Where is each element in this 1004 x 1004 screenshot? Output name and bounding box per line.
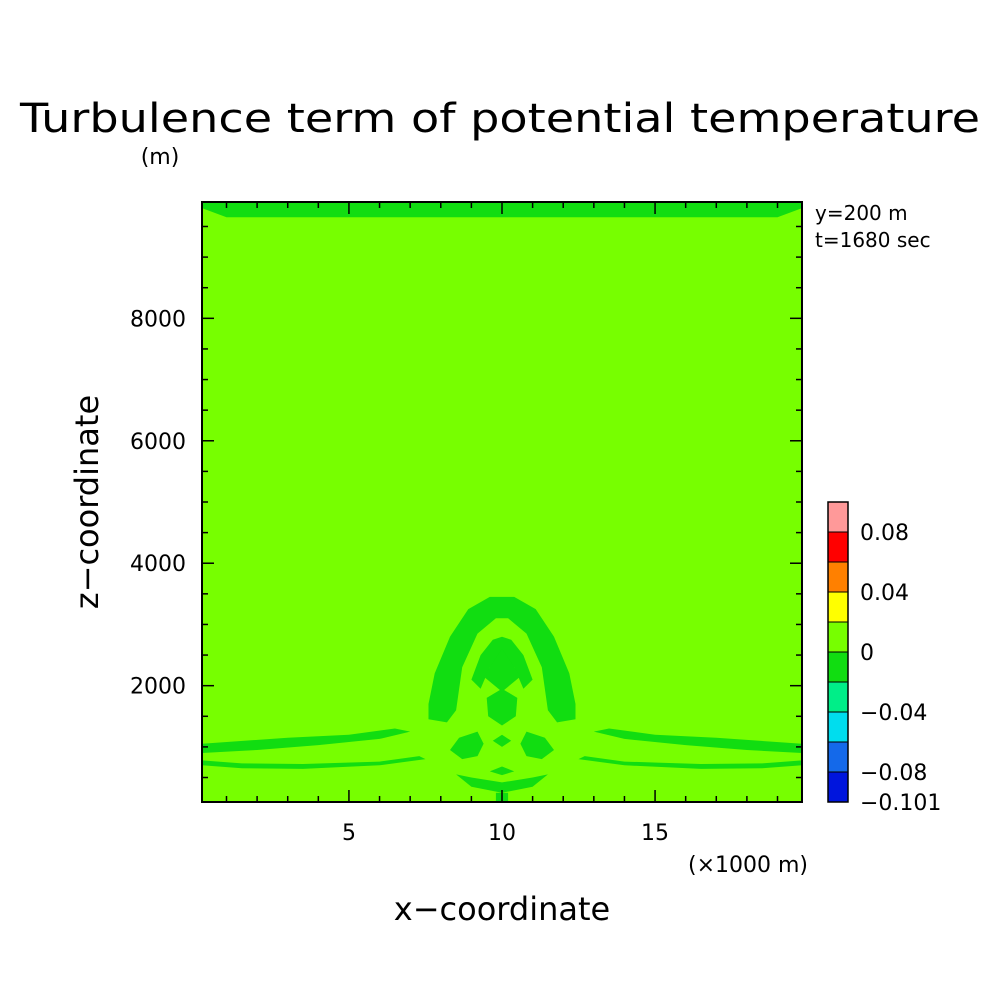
contour-region-left-lower-band xyxy=(202,756,426,769)
colorbar-label: −0.04 xyxy=(860,701,927,726)
contour-region-right-boundary-layer xyxy=(593,728,802,753)
colorbar-segment xyxy=(827,681,849,713)
colorbar-label: −0.08 xyxy=(860,761,927,786)
colorbar-label: 0.04 xyxy=(860,581,909,606)
colorbar-segment xyxy=(827,621,849,653)
chart-title: Turbulence term of potential temperature xyxy=(19,96,980,142)
y-tick-label: 2000 xyxy=(130,675,186,700)
colorbar-segment xyxy=(827,711,849,743)
colorbar-segment xyxy=(827,651,849,683)
colorbar-segment xyxy=(827,771,849,803)
contour-region-left-lobe xyxy=(450,731,484,760)
y-tick-label: 4000 xyxy=(130,552,186,577)
x-tick-label: 10 xyxy=(488,821,516,846)
colorbar-segment xyxy=(827,741,849,773)
contour-region-center-small xyxy=(492,734,512,747)
contour-region-center-column xyxy=(486,688,518,726)
colorbar-segment xyxy=(827,591,849,623)
contour-region-right-lobe xyxy=(520,731,554,760)
x-tick-label: 15 xyxy=(641,821,669,846)
annotation-t: t=1680 sec xyxy=(815,228,931,252)
axis-ticks xyxy=(202,202,802,802)
contour-region-inner-arch xyxy=(471,636,533,689)
contour-region-left-boundary-layer xyxy=(202,728,411,753)
colorbar-frame xyxy=(827,501,849,803)
y-unit-label: (m) xyxy=(141,145,180,170)
colorbar-label: 0.08 xyxy=(860,521,909,546)
colorbar xyxy=(827,501,849,803)
colorbar-segment xyxy=(827,561,849,593)
contour-region-outer-arch xyxy=(428,596,576,723)
plot-area xyxy=(201,201,803,803)
contour-region-right-lower-band xyxy=(578,756,802,769)
y-tick-labels: 2000 4000 6000 8000 xyxy=(130,307,186,699)
colorbar-label: −0.101 xyxy=(860,791,941,816)
x-axis-title: x−coordinate xyxy=(394,890,610,928)
colorbar-segment xyxy=(827,531,849,563)
colorbar-segment xyxy=(827,501,849,533)
y-tick-label: 6000 xyxy=(130,430,186,455)
annotation-y: y=200 m xyxy=(815,201,908,225)
y-tick-label: 8000 xyxy=(130,307,186,332)
contour-regions xyxy=(202,202,802,802)
x-tick-labels: 5 10 15 xyxy=(342,821,669,846)
contour-region-center-diamond xyxy=(483,648,521,692)
contour-region-bottom-ring xyxy=(456,774,548,793)
x-tick-label: 5 xyxy=(342,821,356,846)
colorbar-labels: 0.08 0.04 0 −0.04 −0.08 −0.101 xyxy=(860,521,941,816)
contour-region-bottom-center xyxy=(489,766,515,776)
x-unit-label: (×1000 m) xyxy=(688,853,808,878)
colorbar-label: 0 xyxy=(860,641,874,666)
y-axis-title: z−coordinate xyxy=(68,395,106,609)
